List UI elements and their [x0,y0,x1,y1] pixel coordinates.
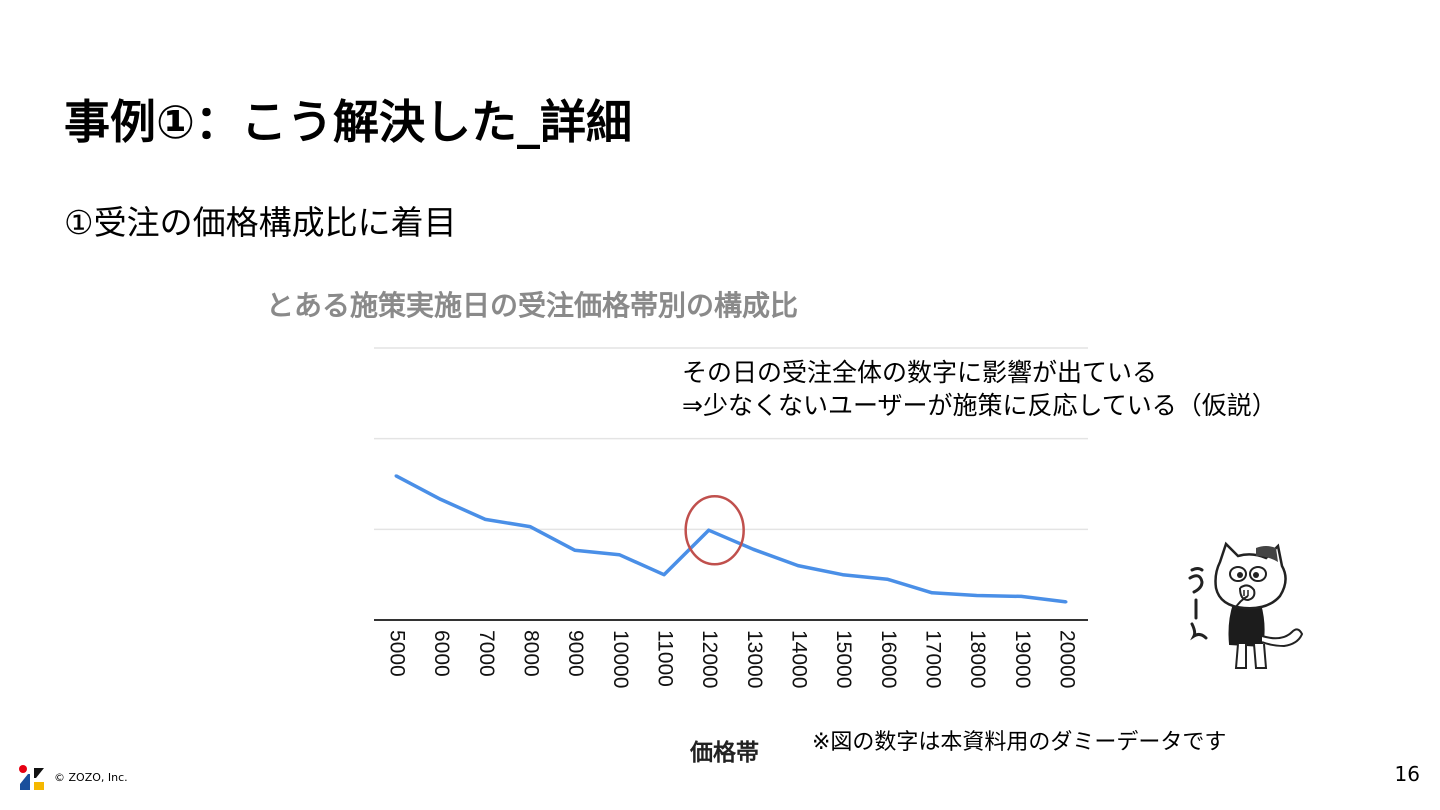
data-point-10000 [617,553,621,557]
data-point-8000 [528,525,532,529]
annotation-line-1: その日の受注全体の数字に影響が出ている [682,358,1158,387]
x-tick-label: 5000 [385,630,408,677]
data-point-17000 [930,591,934,595]
annotation-line-2: ⇒少なくないユーザーが施策に反応している（仮説） [682,391,1277,420]
x-tick-label: 9000 [564,630,587,677]
data-point-14000 [796,564,800,568]
page-number: 16 [1394,762,1420,786]
x-tick-label: 20000 [1055,630,1078,688]
x-axis-label: 価格帯 [690,740,759,766]
data-point-16000 [885,577,889,581]
x-tick-label: 17000 [921,630,944,688]
x-tick-label: 15000 [832,630,855,688]
data-point-12000 [707,528,711,532]
x-tick-label: 6000 [430,630,453,677]
x-tick-label: 14000 [787,630,810,688]
chart-annotation: その日の受注全体の数字に影響が出ている ⇒少なくないユーザーが施策に反応している… [682,356,1277,422]
data-point-7000 [483,517,487,521]
x-tick-label: 12000 [698,630,721,688]
data-point-5000 [394,474,398,478]
data-point-11000 [662,573,666,577]
x-tick-label: 18000 [966,630,989,688]
data-point-13000 [751,547,755,551]
zozo-logo [19,765,44,790]
x-tick-label: 8000 [519,630,542,677]
series-line [395,474,1067,604]
data-point-9000 [573,548,577,552]
x-tick-label: 16000 [877,630,900,688]
thinking-cat-illustration [1188,541,1304,669]
x-tick-label: 11000 [653,630,676,687]
data-point-19000 [1019,594,1023,598]
x-tick-label: 7000 [475,630,498,677]
x-tick-label: 13000 [743,630,766,688]
line-chart: 5000 6000 7000 8000 9000 10000 11000 12000 13000… [374,347,1088,688]
slide-title: 事例①：こう解決した_詳細 [64,95,632,149]
chart-title: とある施策実施日の受注価格帯別の構成比 [266,289,799,322]
data-point-6000 [439,497,443,501]
x-tick-label: 19000 [1011,630,1034,688]
highlight-circle [684,494,745,566]
data-point-18000 [975,594,979,598]
data-point-20000 [1064,600,1068,604]
data-point-15000 [841,573,845,577]
mascot-caption-doodle [1188,567,1208,641]
slide-subtitle: ①受注の価格構成比に着目 [64,203,457,242]
dummy-data-note: ※図の数字は本資料用のダミーデータです [812,730,1227,755]
x-tick-label: 10000 [609,630,632,688]
copyright: © ZOZO, Inc. [54,771,128,784]
